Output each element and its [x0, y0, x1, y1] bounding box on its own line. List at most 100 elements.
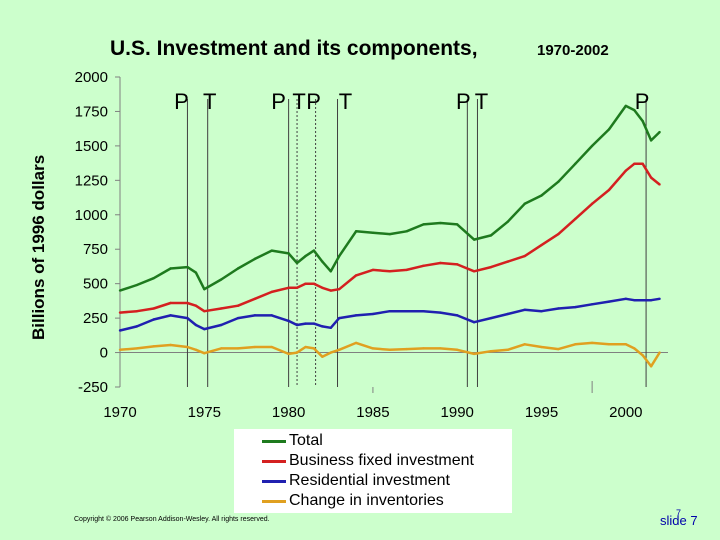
- y-tick-label: 1250: [75, 172, 108, 189]
- series-inventories-point: [203, 352, 206, 355]
- series-inventories-point: [329, 351, 332, 354]
- series-residential-point: [169, 314, 172, 317]
- series-business-fixed-point: [295, 286, 299, 289]
- series-business-fixed-point: [152, 307, 155, 310]
- series-residential-point: [439, 311, 442, 314]
- series-residential-point: [506, 312, 510, 316]
- series-inventories-point: [658, 351, 661, 354]
- series-total-point: [135, 283, 139, 287]
- series-residential-point: [236, 316, 240, 320]
- series-business-fixed-point: [439, 261, 442, 265]
- series-inventories-point: [523, 343, 526, 346]
- series-residential-point: [253, 314, 257, 317]
- series-business-fixed-point: [540, 243, 543, 247]
- series-business-fixed-point: [135, 310, 139, 313]
- series-inventories-point: [574, 343, 577, 346]
- y-tick-label: 250: [83, 310, 108, 327]
- series-inventories-point: [270, 345, 273, 349]
- slide-number-superscript: 7: [676, 508, 682, 518]
- series-inventories-point: [253, 345, 257, 349]
- series-inventories-point: [304, 345, 307, 349]
- y-tick-label: 500: [83, 276, 108, 293]
- series-inventories-group: [118, 341, 661, 368]
- y-tick-label: 1500: [75, 138, 108, 155]
- plot-area: [120, 77, 668, 387]
- trough-label: T: [292, 89, 305, 114]
- peak-label: P: [271, 89, 286, 114]
- series-total-point: [219, 278, 223, 281]
- series-total-point: [557, 180, 560, 183]
- series-total-point: [194, 271, 198, 274]
- series-residential-point: [270, 314, 273, 317]
- series-residential-point: [405, 310, 408, 313]
- series-total-point: [186, 265, 189, 269]
- legend-swatch-total: [262, 440, 286, 443]
- series-total-point: [658, 130, 661, 134]
- series-residential-point: [456, 314, 459, 317]
- series-total-line: [119, 104, 661, 292]
- series-total-point: [624, 104, 628, 108]
- series-total-point: [321, 260, 324, 263]
- series-inventories-point: [540, 345, 543, 349]
- series-total-point: [574, 162, 577, 165]
- series-residential-point: [354, 314, 358, 317]
- series-residential-point: [557, 307, 560, 310]
- series-total-group: [118, 104, 661, 292]
- series-total-point: [405, 230, 408, 233]
- series-business-fixed-point: [506, 260, 510, 263]
- series-inventories-point: [287, 352, 290, 356]
- series-business-fixed-point: [590, 202, 594, 205]
- series-residential-point: [203, 327, 206, 331]
- series-inventories-point: [186, 345, 189, 349]
- legend-label-total: Total: [289, 432, 323, 449]
- series-total-point: [472, 238, 476, 241]
- series-business-fixed-point: [219, 307, 223, 310]
- series-inventories-point: [439, 347, 442, 350]
- series-inventories-point: [371, 347, 375, 350]
- series-business-fixed-point: [312, 282, 316, 285]
- series-inventories-point: [295, 351, 299, 354]
- series-total-point: [489, 234, 493, 237]
- peak-label: P: [174, 89, 189, 114]
- series-business-fixed-point: [523, 254, 526, 258]
- series-total-point: [371, 231, 375, 234]
- legend: Total Business fixed investment Resident…: [234, 429, 512, 513]
- series-business-fixed-point: [574, 217, 577, 221]
- series-inventories-line: [119, 341, 661, 368]
- series-inventories-point: [118, 348, 122, 351]
- series-business-fixed-point: [304, 282, 307, 285]
- peak-label: P: [635, 89, 650, 114]
- y-tick-label: 1750: [75, 103, 108, 120]
- series-business-fixed-line: [119, 162, 661, 314]
- series-business-fixed-point: [169, 301, 172, 305]
- series-total-point: [506, 220, 510, 223]
- series-inventories-point: [312, 347, 316, 350]
- peak-label: P: [306, 89, 321, 114]
- legend-item-total: Total: [234, 431, 512, 451]
- series-inventories-point: [472, 352, 476, 356]
- chart-title: U.S. Investment and its components,: [110, 37, 478, 60]
- series-residential-point: [371, 312, 375, 316]
- series-inventories-point: [388, 348, 391, 351]
- y-tick-label: -250: [78, 379, 108, 396]
- series-business-fixed-point: [472, 270, 476, 273]
- series-inventories-point: [489, 349, 493, 353]
- series-inventories-point: [354, 341, 358, 345]
- legend-item-inventories: Change in inventories: [234, 491, 512, 511]
- series-total-point: [270, 249, 273, 252]
- series-inventories-point: [236, 347, 240, 350]
- series-total-point: [649, 139, 653, 142]
- series-residential-point: [329, 326, 332, 329]
- series-total-point: [641, 119, 644, 123]
- series-business-fixed-point: [203, 310, 206, 313]
- series-residential-point: [338, 316, 341, 320]
- series-business-fixed-point: [422, 264, 425, 267]
- legend-label-business: Business fixed investment: [289, 452, 474, 469]
- series-residential-point: [540, 310, 543, 313]
- series-residential-point: [574, 305, 577, 309]
- series-residential-point: [489, 316, 493, 320]
- series-residential-point: [295, 323, 299, 327]
- series-business-fixed-point: [354, 274, 358, 277]
- series-total-point: [304, 254, 307, 258]
- series-business-fixed-point: [321, 286, 324, 289]
